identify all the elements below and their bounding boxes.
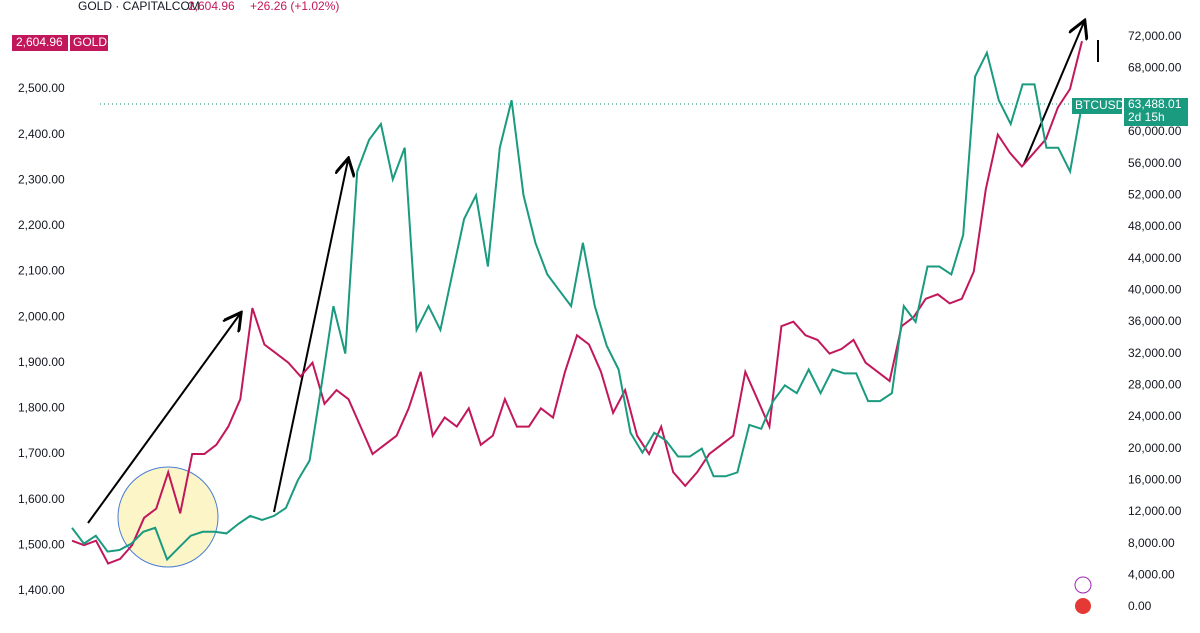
y2-tick-label: 36,000.00 bbox=[1128, 314, 1182, 328]
series-line bbox=[71, 40, 1083, 565]
y2-tick-label: 56,000.00 bbox=[1128, 156, 1182, 170]
y-tick-label: 2,000.00 bbox=[18, 309, 65, 323]
icon bbox=[1074, 576, 1092, 594]
y2-tick-label: 24,000.00 bbox=[1128, 409, 1182, 423]
y2-tick-label: 12,000.00 bbox=[1128, 504, 1182, 518]
y2-tick-label: 48,000.00 bbox=[1128, 219, 1182, 233]
arrow bbox=[1023, 22, 1084, 165]
y2-tick-label: 8,000.00 bbox=[1128, 536, 1175, 550]
btc-badge-label: BTCUSD bbox=[1075, 98, 1125, 112]
btc-badge-countdown: 2d 15h bbox=[1128, 110, 1165, 124]
arrow bbox=[87, 314, 240, 524]
y-tick-label: 1,500.00 bbox=[18, 537, 65, 551]
gold-badge-label: GOLD bbox=[73, 35, 107, 49]
y-tick-label: 2,400.00 bbox=[18, 127, 65, 141]
y-tick-label: 2,200.00 bbox=[18, 218, 65, 232]
y2-tick-label: 40,000.00 bbox=[1128, 282, 1182, 296]
chart-title: GOLD · CAPITALCOM bbox=[78, 0, 200, 13]
y2-tick-label: 52,000.00 bbox=[1128, 187, 1182, 201]
y2-tick-label: 28,000.00 bbox=[1128, 377, 1182, 391]
arrow bbox=[273, 160, 348, 513]
gold-badge-price: 2,604.96 bbox=[16, 35, 63, 49]
series-line bbox=[71, 49, 1083, 562]
highlight-circle bbox=[117, 466, 219, 568]
btc-badge-name bbox=[1072, 98, 1122, 114]
y-tick-label: 2,100.00 bbox=[18, 264, 65, 278]
y-tick-label: 1,800.00 bbox=[18, 401, 65, 415]
y2-tick-label: 16,000.00 bbox=[1128, 472, 1182, 486]
y-tick-label: 1,400.00 bbox=[18, 583, 65, 597]
btc-badge bbox=[1124, 98, 1188, 126]
y2-tick-label: 68,000.00 bbox=[1128, 61, 1182, 75]
y-tick-label: 1,900.00 bbox=[18, 355, 65, 369]
icon bbox=[1075, 598, 1091, 614]
y2-tick-label: 60,000.00 bbox=[1128, 124, 1182, 138]
btc-badge-price: 63,488.01 bbox=[1128, 97, 1182, 111]
gold-badge-name bbox=[70, 35, 108, 51]
y2-tick-label: 4,000.00 bbox=[1128, 567, 1175, 581]
y2-tick-label: 72,000.00 bbox=[1128, 29, 1182, 43]
y-tick-label: 1,700.00 bbox=[18, 446, 65, 460]
y2-tick-label: 44,000.00 bbox=[1128, 251, 1182, 265]
y-tick-label: 1,600.00 bbox=[18, 492, 65, 506]
y2-tick-label: 20,000.00 bbox=[1128, 441, 1182, 455]
y2-tick-label: 32,000.00 bbox=[1128, 346, 1182, 360]
y2-tick-label: 0.00 bbox=[1128, 599, 1152, 613]
gold-badge bbox=[12, 35, 68, 51]
y-tick-label: 2,500.00 bbox=[18, 81, 65, 95]
price: 2,604.96 bbox=[188, 0, 235, 13]
change: +26.26 (+1.02%) bbox=[250, 0, 339, 13]
y-tick-label: 2,300.00 bbox=[18, 172, 65, 186]
